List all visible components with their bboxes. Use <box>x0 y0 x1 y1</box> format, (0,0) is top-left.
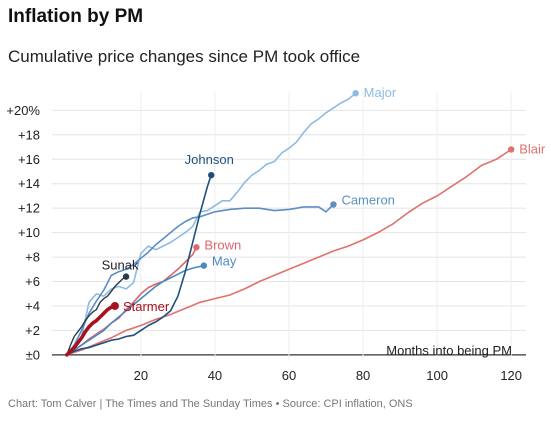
series-label-blair: Blair <box>519 141 546 156</box>
y-tick-label: +20% <box>6 103 40 118</box>
y-tick-label: +4 <box>25 298 40 313</box>
source-note: Chart: Tom Calver | The Times and The Su… <box>8 398 413 410</box>
series-endpoint-may <box>200 262 208 269</box>
x-tick-label: 40 <box>208 368 222 383</box>
series-label-major: Major <box>364 85 397 100</box>
y-tick-label: +16 <box>18 152 40 167</box>
y-tick-label: +12 <box>18 201 40 216</box>
x-tick-label: 20 <box>134 368 148 383</box>
series-line-may <box>66 264 205 356</box>
series-endpoint-blair <box>507 146 515 153</box>
x-axis: 20 40 60 80 100 120 <box>134 368 522 383</box>
series-endpoint-johnson <box>208 171 215 179</box>
series-lines <box>65 90 515 357</box>
y-tick-label: ±0 <box>26 347 40 362</box>
series-label-sunak: Sunak <box>102 258 139 273</box>
series-label-brown: Brown <box>204 237 241 252</box>
series-endpoint-major <box>352 90 359 97</box>
series-endpoint-brown <box>193 244 200 251</box>
series-line-major <box>66 92 357 356</box>
series-line-cameron <box>66 203 335 356</box>
chart-subtitle: Cumulative price changes since PM took o… <box>8 47 361 66</box>
series-label-johnson: Johnson <box>185 152 234 167</box>
y-tick-label: +2 <box>25 323 40 338</box>
y-tick-label: +14 <box>18 176 40 191</box>
series-line-starmer <box>65 304 117 357</box>
series-line-blair <box>66 148 512 356</box>
series-endpoint-starmer <box>110 301 119 310</box>
series-line-sunak <box>66 275 127 356</box>
gridlines <box>52 92 526 361</box>
y-tick-label: +10 <box>18 225 40 240</box>
series-line-brown <box>66 246 198 356</box>
y-axis: ±0 +2 +4 +6 +8 +10 +12 +14 +16 +18 +20% <box>6 103 40 363</box>
y-tick-label: +18 <box>18 127 40 142</box>
series-label-starmer: Starmer <box>123 299 170 314</box>
series-label-cameron: Cameron <box>341 192 394 207</box>
series-endpoint-cameron <box>330 201 337 208</box>
chart-title: Inflation by PM <box>8 6 144 27</box>
x-tick-label: 80 <box>356 368 370 383</box>
y-tick-label: +8 <box>25 250 40 265</box>
series-label-may: May <box>212 254 237 269</box>
x-tick-label: 120 <box>500 368 522 383</box>
x-tick-label: 60 <box>282 368 296 383</box>
series-line-johnson <box>66 174 212 356</box>
x-axis-note: Months into being PM <box>386 343 512 358</box>
y-tick-label: +6 <box>25 274 40 289</box>
series-labels: Major Blair Cameron Brown May Johnson Sunak Sta… <box>102 85 546 314</box>
x-tick-label: 100 <box>426 368 448 383</box>
series-endpoint-sunak <box>122 273 130 280</box>
